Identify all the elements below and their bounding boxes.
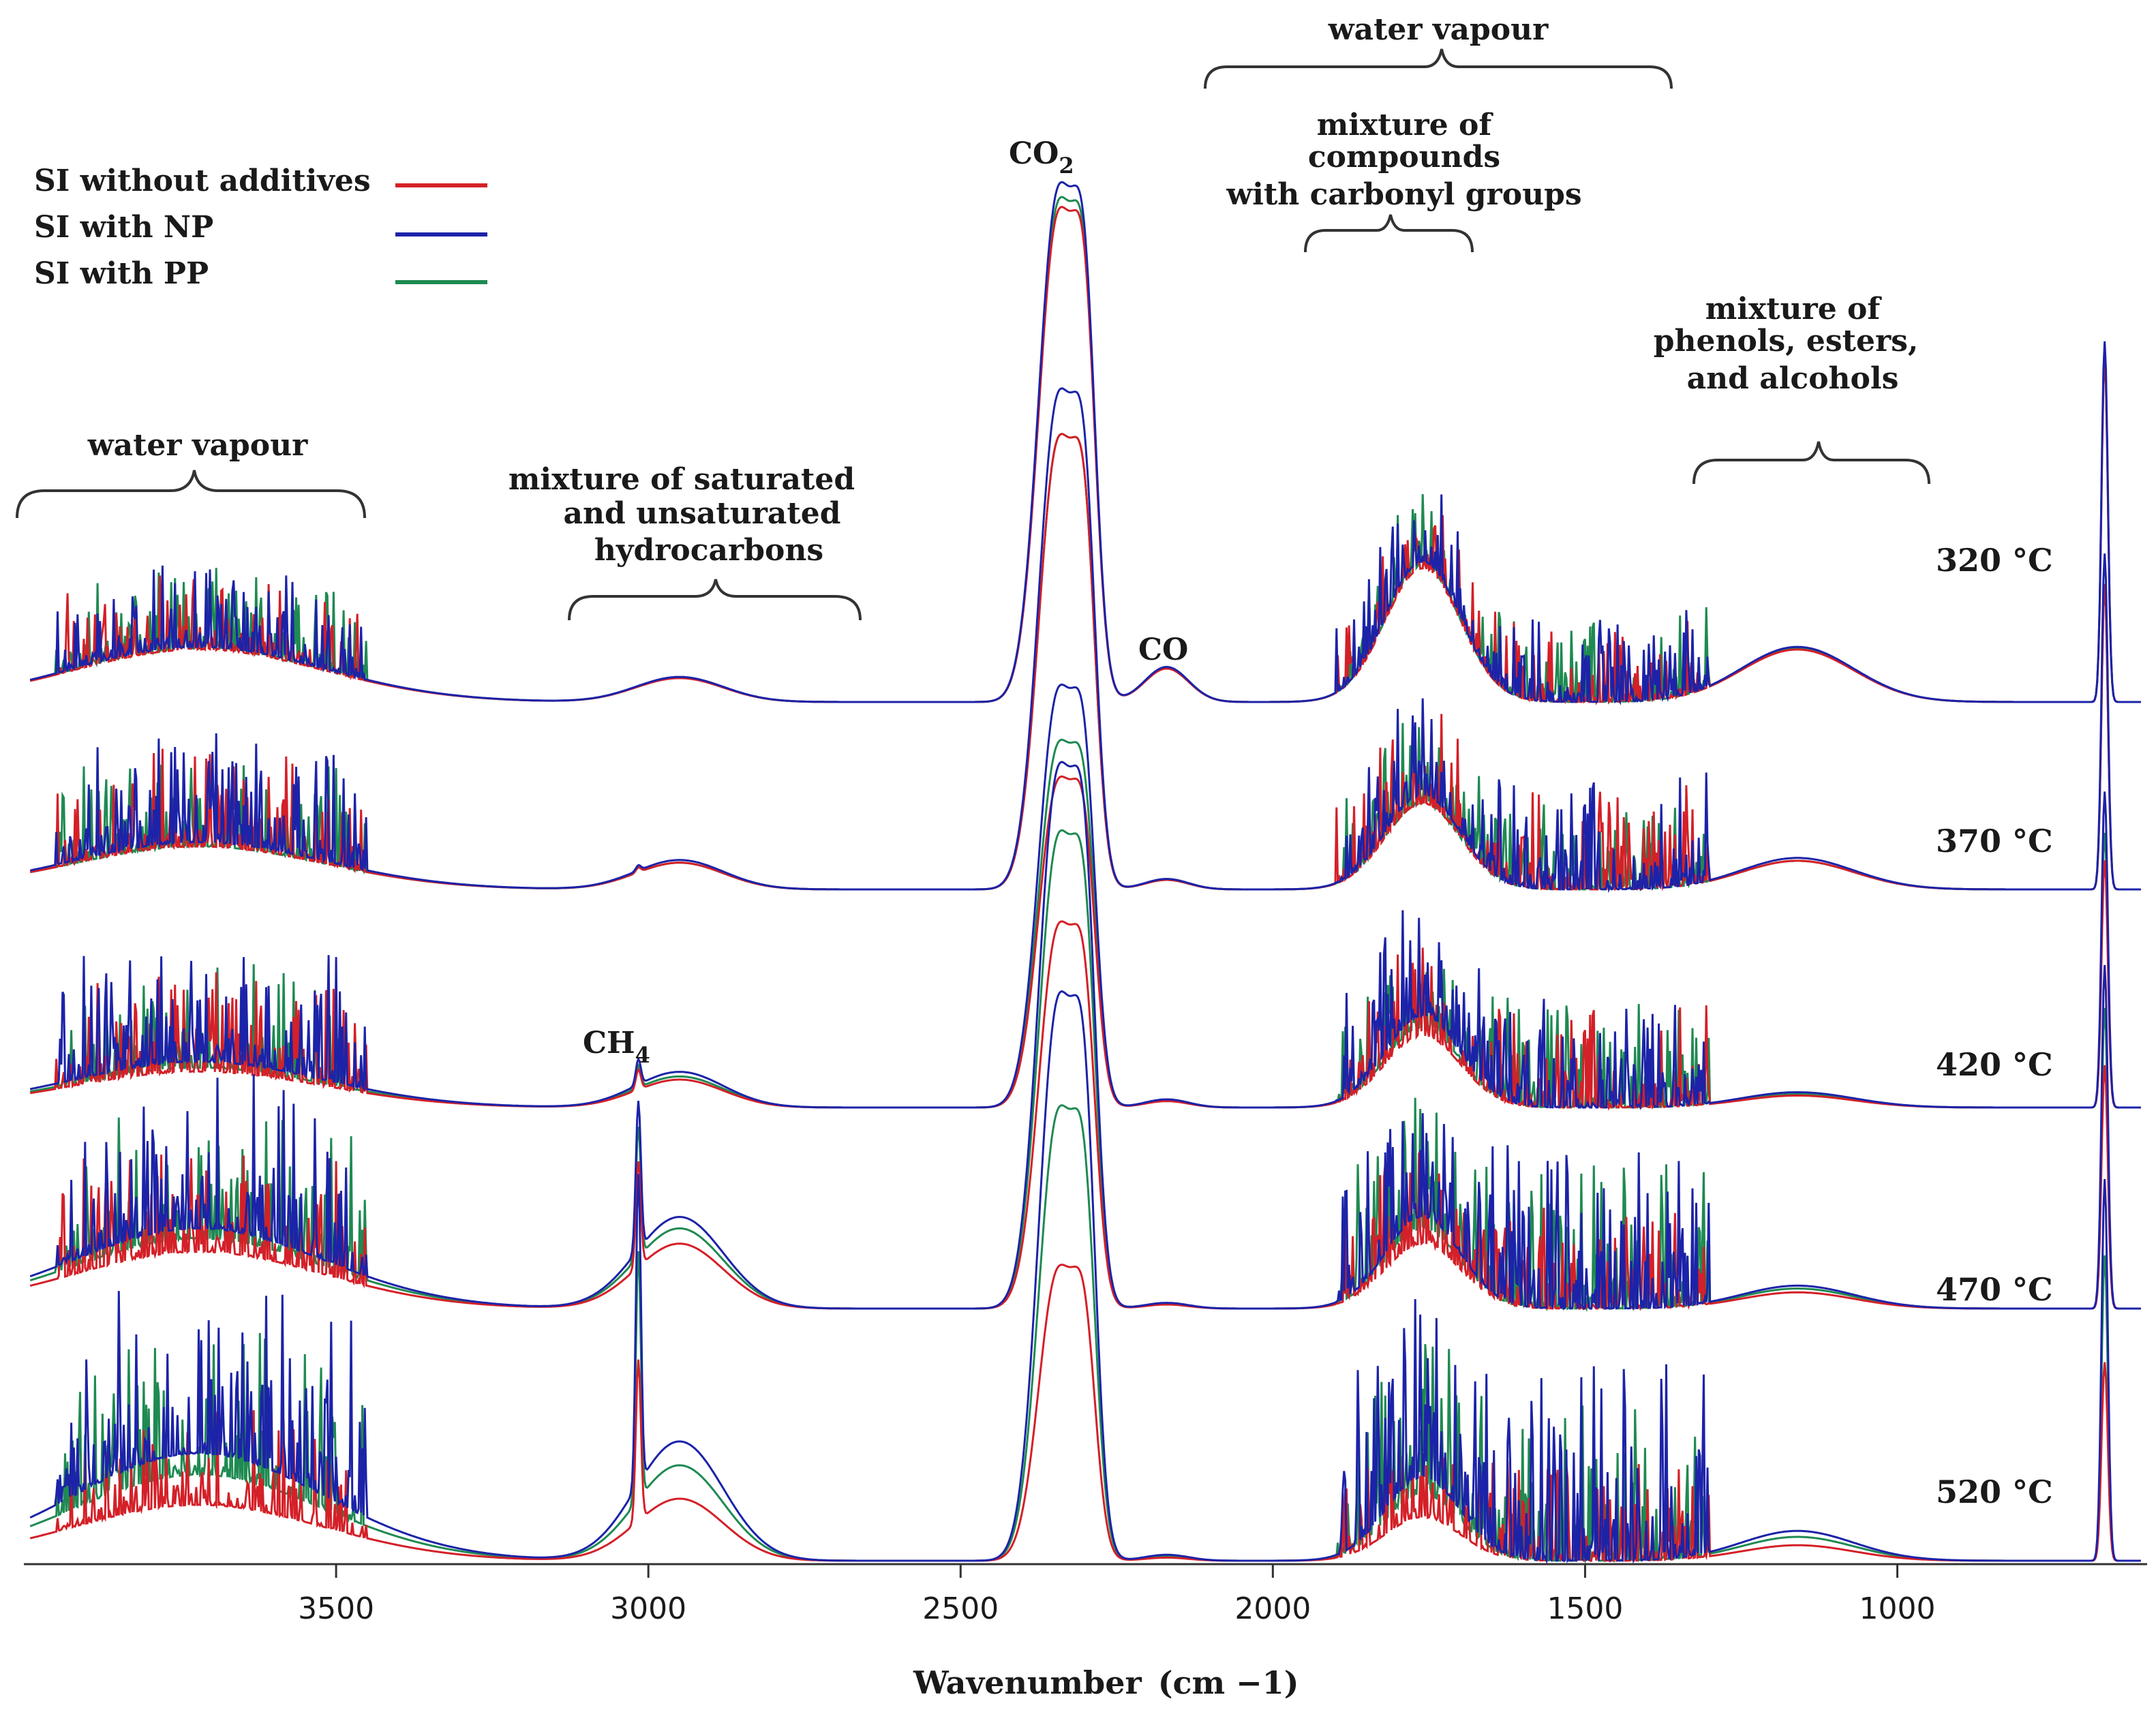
spectrum-470-red (29, 920, 2141, 1311)
legend-label-red: SI without additives (34, 164, 371, 198)
x-axis-label-unit: (cm −1) (1158, 1664, 1299, 1701)
x-tick-label-2000: 2000 (1234, 1591, 1311, 1626)
annotation-co2: CO2 (1009, 136, 1074, 179)
brace-phenols (1692, 441, 1930, 485)
temp-label-320: 320 °C (1936, 542, 2053, 579)
annotation-phenols-line1: mixture of (1705, 292, 1883, 326)
brace-water-left (16, 470, 366, 519)
x-tick-label-3000: 3000 (610, 1591, 686, 1626)
x-tick-label-1000: 1000 (1859, 1591, 1936, 1626)
series-layer (29, 181, 2141, 1565)
annotation-ch4: CH4 (583, 1026, 650, 1068)
temp-label-420: 420 °C (1936, 1046, 2053, 1083)
brace-hydrocarbons (568, 579, 862, 621)
annotation-water-vapour-top: water vapour (1328, 12, 1549, 47)
annotation-carbonyl-line1: mixture of (1317, 108, 1494, 142)
spectrum-520-green (29, 1104, 2141, 1564)
x-tick-label-2500: 2500 (922, 1591, 999, 1626)
spectrum-420-blue (29, 683, 2141, 1110)
x-axis-label-text: Wavenumber (913, 1664, 1142, 1701)
legend-label-blue: SI with NP (34, 210, 213, 245)
temp-label-470: 470 °C (1936, 1271, 2053, 1308)
annotation-carbonyl-line2: compounds (1308, 140, 1500, 174)
spectrum-470-green (29, 829, 2141, 1313)
annotation-hydrocarbons-line2: and unsaturated (564, 496, 841, 531)
annotation-hydrocarbons-line3: hydrocarbons (594, 533, 823, 568)
ch4-text: CH (583, 1026, 635, 1060)
spectrum-520-red (29, 1264, 2141, 1563)
annotation-phenols-line2: phenols, esters, (1654, 324, 1919, 358)
x-tick-label-3500: 3500 (298, 1591, 374, 1626)
legend: SI without additives SI with NP SI with … (34, 164, 487, 291)
annotation-carbonyl-line3: with carbonyl groups (1226, 177, 1581, 212)
legend-label-green: SI with PP (34, 256, 209, 291)
brace-water-top (1204, 48, 1673, 89)
co2-subscript: 2 (1059, 153, 1074, 179)
spectrum-320-blue (29, 181, 2141, 705)
annotation-water-vapour-left: water vapour (87, 428, 308, 463)
x-tick-label-1500: 1500 (1547, 1591, 1623, 1626)
annotation-phenols-line3: and alcohols (1687, 361, 1899, 396)
annotation-hydrocarbons-line1: mixture of saturated (508, 462, 855, 497)
spectrum-420-green (29, 738, 2141, 1110)
x-tick-layer: 3500 3000 2500 2000 1500 1000 (298, 1564, 1936, 1626)
spectrum-370-red (29, 433, 2141, 891)
spectrum-470-blue (29, 761, 2141, 1311)
spectrum-520-blue (29, 990, 2141, 1565)
temp-label-370: 370 °C (1936, 823, 2053, 859)
brace-carbonyl (1304, 214, 1474, 253)
spectrum-370-blue (29, 387, 2141, 894)
co2-text: CO (1009, 136, 1059, 171)
x-axis-label: Wavenumber (cm −1) (913, 1664, 1299, 1701)
ch4-subscript: 4 (635, 1042, 650, 1068)
temp-label-520: 520 °C (1936, 1474, 2053, 1510)
annotation-co: CO (1138, 632, 1188, 667)
